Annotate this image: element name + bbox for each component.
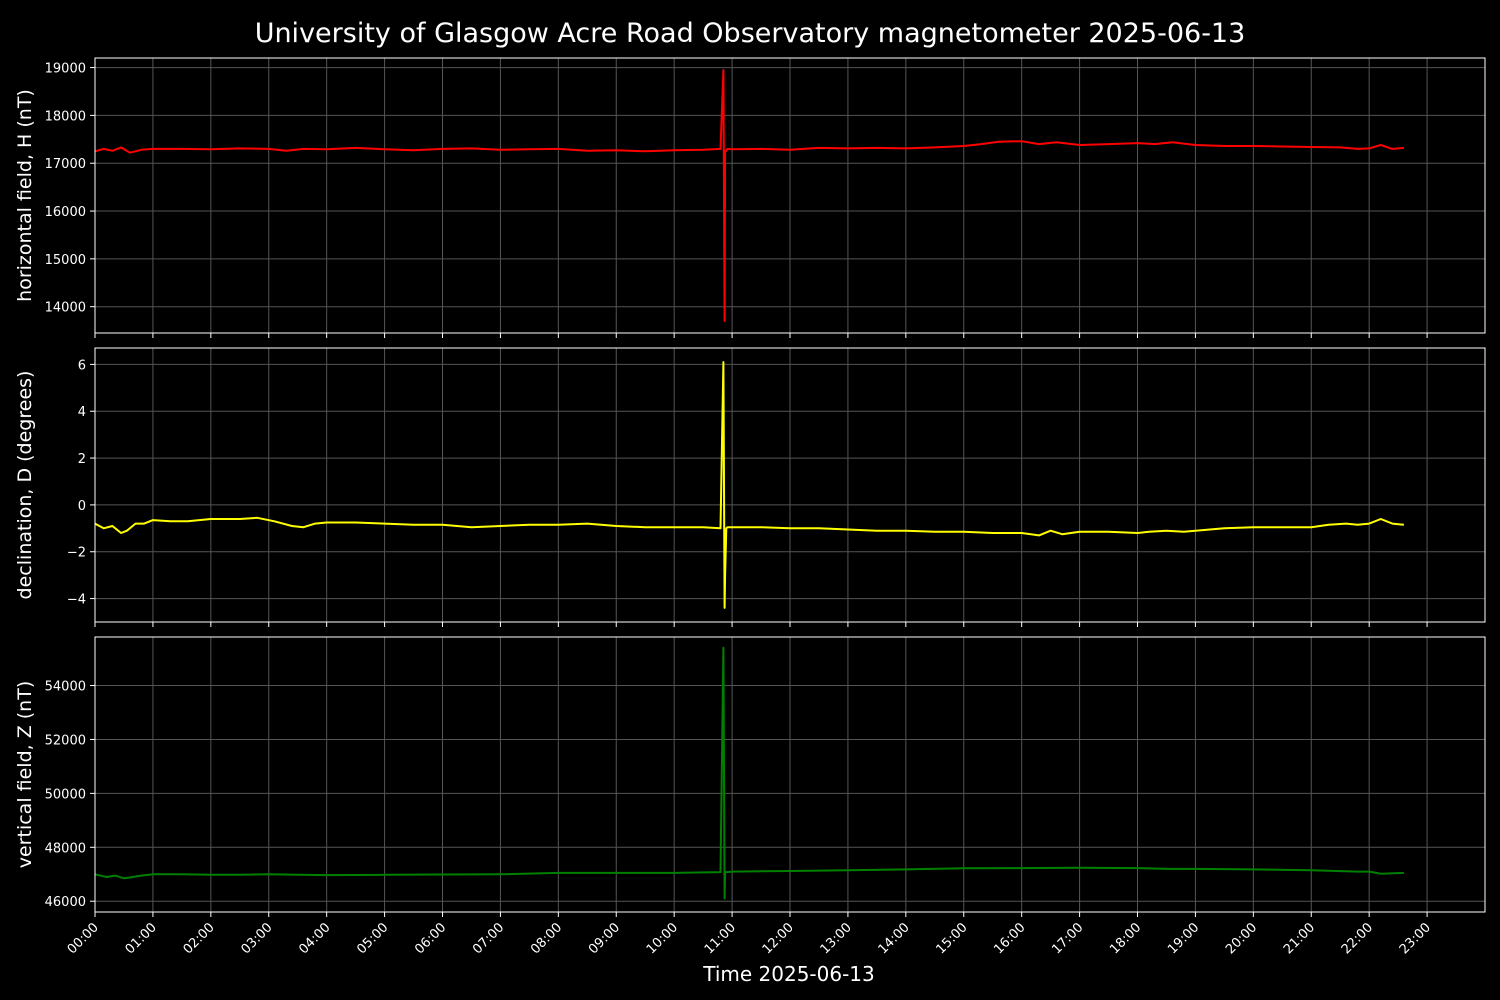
x-tick-label: 18:00	[1107, 920, 1144, 957]
plot-frame	[94, 347, 1486, 623]
y-tick-label: 46000	[45, 895, 86, 910]
y-tick-label: 52000	[45, 733, 86, 748]
y-tick-label: 48000	[45, 841, 86, 856]
x-tick-label: 03:00	[238, 920, 275, 957]
x-axis-label: Time 2025-06-13	[702, 962, 875, 986]
x-tick-label: 13:00	[818, 920, 855, 957]
x-tick-label: 20:00	[1223, 920, 1260, 957]
y-tick-label: 6	[78, 358, 86, 373]
y-tick-label: 14000	[45, 301, 86, 316]
panel-2: 00:00 01:00 02:00 03:00 04:00 05:00 06:00 07:00…	[14, 636, 1486, 957]
y-tick-label: 54000	[45, 680, 86, 695]
y-tick-label: 18000	[45, 109, 86, 124]
x-tick-label: 04:00	[296, 920, 333, 957]
x-tick-label: 07:00	[470, 920, 507, 957]
x-tick-label: 05:00	[354, 920, 391, 957]
x-tick-label: 15:00	[933, 920, 970, 957]
y-tick-label: 50000	[45, 787, 86, 802]
x-tick-label: 14:00	[876, 920, 913, 957]
x-tick-label: 02:00	[181, 920, 218, 957]
x-tick-label: 01:00	[123, 920, 160, 957]
x-tick-label: 21:00	[1281, 920, 1318, 957]
y-tick-label: 15000	[45, 253, 86, 268]
x-tick-label: 00:00	[65, 920, 102, 957]
y-tick-label: 19000	[45, 62, 86, 77]
y-tick-label: 0	[78, 499, 86, 514]
chart-title: University of Glasgow Acre Road Observat…	[255, 18, 1246, 49]
y-axis-label: horizontal field, H (nT)	[14, 89, 36, 302]
x-tick-label: 23:00	[1397, 920, 1434, 957]
plot-frame	[94, 636, 1486, 913]
panel-1: −4 −2 0 2 4 6 declination, D (degrees)	[14, 347, 1486, 627]
x-tick-label: 11:00	[702, 920, 739, 957]
x-tick-label: 08:00	[528, 920, 565, 957]
plot-frame	[94, 57, 1486, 334]
y-tick-label: 17000	[45, 157, 86, 172]
panel-0: 14000 15000 16000 17000 18000 19000 horizontal…	[14, 57, 1486, 338]
y-tick-label: −2	[67, 546, 86, 561]
x-tick-label: 16:00	[991, 920, 1028, 957]
x-tick-label: 17:00	[1049, 920, 1086, 957]
x-tick-label: 19:00	[1165, 920, 1202, 957]
x-tick-label: 10:00	[644, 920, 681, 957]
x-tick-label: 06:00	[412, 920, 449, 957]
x-tick-label: 22:00	[1339, 920, 1376, 957]
y-tick-label: 2	[78, 452, 86, 467]
series-line-0	[94, 69, 1404, 322]
series-line-1	[94, 361, 1405, 609]
series-line-2	[94, 646, 1404, 900]
y-axis-label: vertical field, Z (nT)	[14, 681, 36, 869]
x-tick-label: 09:00	[586, 920, 623, 957]
y-tick-label: 16000	[45, 205, 86, 220]
x-tick-label: 12:00	[760, 920, 797, 957]
y-tick-label: 4	[78, 405, 86, 420]
y-axis-label: declination, D (degrees)	[14, 371, 36, 600]
y-tick-label: −4	[67, 593, 86, 608]
